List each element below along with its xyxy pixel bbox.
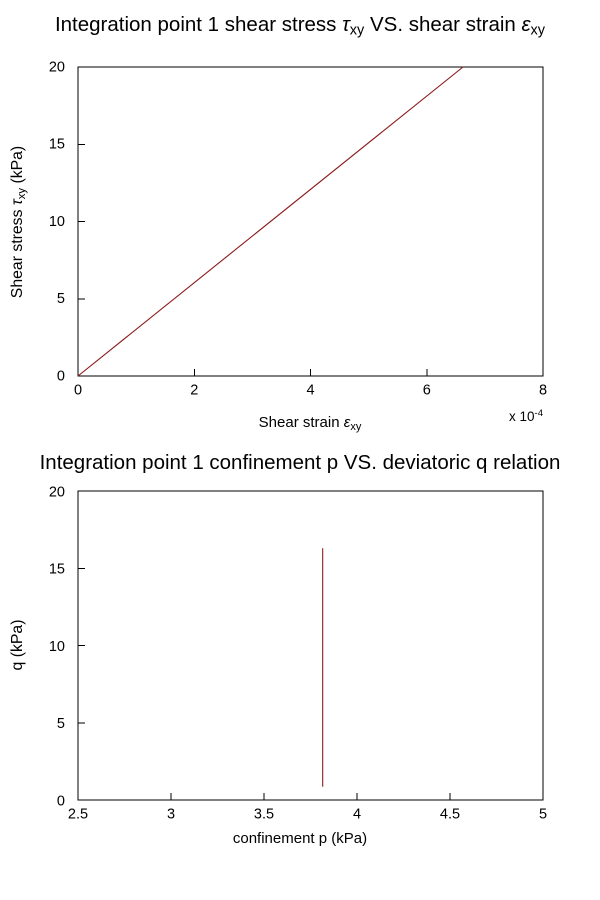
svg-text:4.5: 4.5 xyxy=(440,807,460,823)
svg-text:2.5: 2.5 xyxy=(68,807,88,823)
svg-text:0: 0 xyxy=(57,794,65,810)
svg-text:20: 20 xyxy=(49,484,65,500)
svg-text:5: 5 xyxy=(57,716,65,732)
svg-text:10: 10 xyxy=(49,214,65,230)
svg-text:3.5: 3.5 xyxy=(254,807,274,823)
svg-text:4: 4 xyxy=(306,383,314,399)
svg-text:Shear strain εxy: Shear strain εxy xyxy=(259,414,362,433)
svg-text:2: 2 xyxy=(190,383,198,399)
svg-text:15: 15 xyxy=(49,562,65,578)
svg-text:Integration point 1 shear stre: Integration point 1 shear stress τxy VS.… xyxy=(55,13,546,39)
svg-text:q (kPa): q (kPa) xyxy=(9,620,26,671)
svg-text:5: 5 xyxy=(539,807,547,823)
svg-text:20: 20 xyxy=(49,59,65,75)
svg-text:6: 6 xyxy=(423,383,431,399)
svg-text:5: 5 xyxy=(57,291,65,307)
svg-text:confinement p (kPa): confinement p (kPa) xyxy=(233,830,367,847)
svg-text:15: 15 xyxy=(49,137,65,153)
svg-text:Integration point 1 confinemen: Integration point 1 confinement p VS. de… xyxy=(40,451,561,474)
svg-text:3: 3 xyxy=(167,807,175,823)
svg-text:8: 8 xyxy=(539,383,547,399)
svg-text:0: 0 xyxy=(74,383,82,399)
svg-text:10: 10 xyxy=(49,639,65,655)
svg-text:x 10-4: x 10-4 xyxy=(509,408,543,424)
svg-text:Shear stress τxy (kPa): Shear stress τxy (kPa) xyxy=(9,146,28,298)
svg-text:0: 0 xyxy=(57,369,65,385)
svg-text:4: 4 xyxy=(353,807,361,823)
